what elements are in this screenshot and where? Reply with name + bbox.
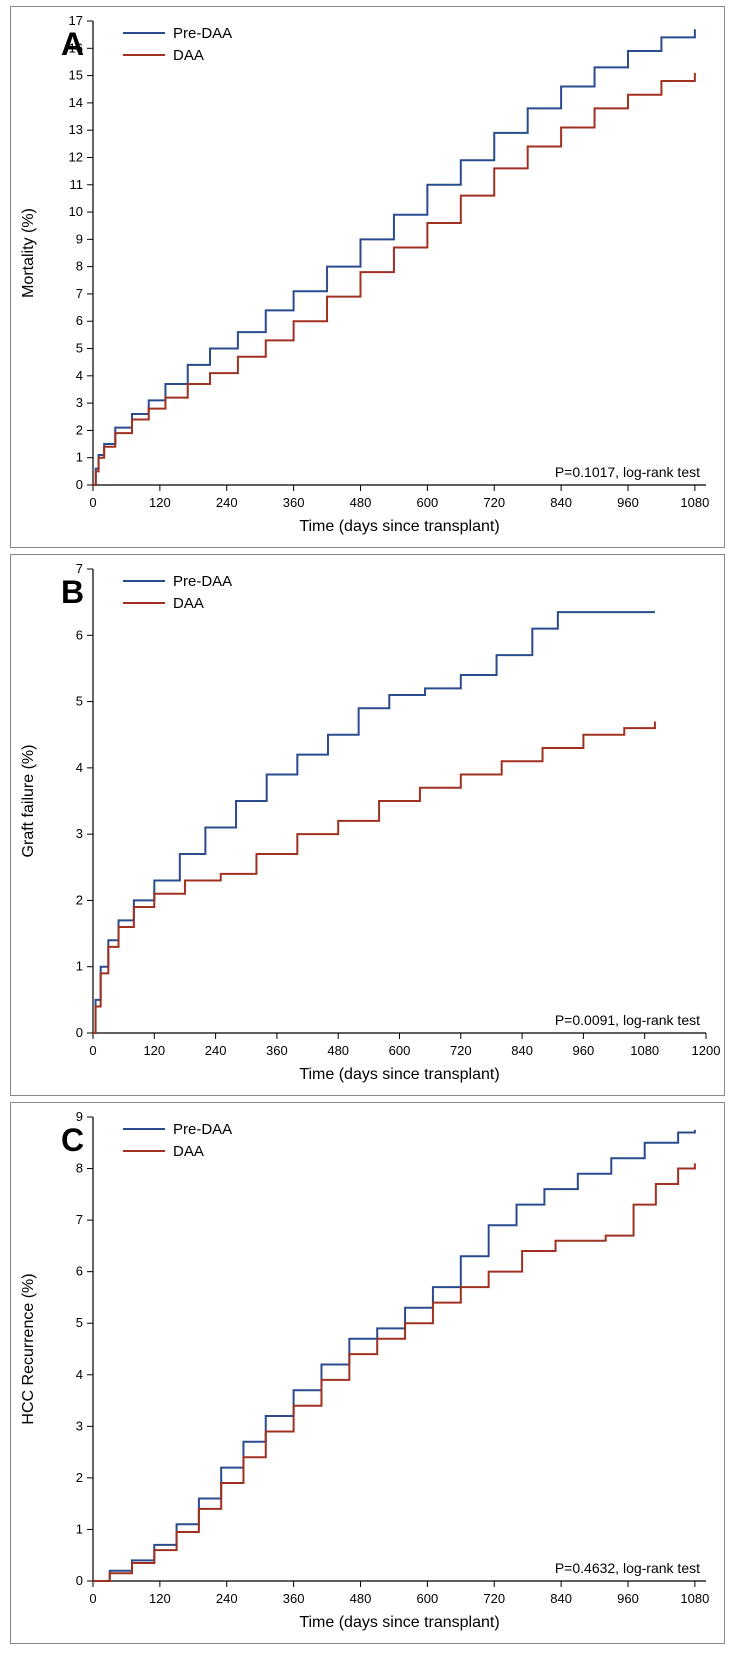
series-line-1 bbox=[93, 73, 695, 485]
x-tick-label: 720 bbox=[483, 495, 505, 510]
axes bbox=[93, 1117, 706, 1581]
y-tick-label: 13 bbox=[69, 122, 83, 137]
x-axis-label: Time (days since transplant) bbox=[299, 518, 499, 535]
x-tick-label: 840 bbox=[550, 1591, 572, 1606]
x-tick-label: 360 bbox=[283, 495, 305, 510]
y-tick-label: 3 bbox=[76, 395, 83, 410]
x-tick-label: 120 bbox=[143, 1043, 165, 1058]
y-tick-label: 11 bbox=[70, 177, 84, 192]
y-tick-label: 3 bbox=[76, 1418, 83, 1433]
x-tick-label: 120 bbox=[149, 495, 171, 510]
y-tick-label: 8 bbox=[76, 1161, 83, 1176]
series-line-1 bbox=[93, 1163, 695, 1581]
y-tick-label: 12 bbox=[69, 149, 83, 164]
x-tick-label: 120 bbox=[149, 1591, 171, 1606]
y-tick-label: 3 bbox=[76, 826, 83, 841]
x-tick-label: 1200 bbox=[692, 1043, 721, 1058]
x-axis-label: Time (days since transplant) bbox=[299, 1614, 499, 1631]
legend-label: DAA bbox=[173, 595, 204, 612]
pvalue-annotation: P=0.0091, log-rank test bbox=[555, 1012, 700, 1028]
y-tick-label: 4 bbox=[76, 1367, 83, 1382]
axes bbox=[93, 21, 706, 485]
x-tick-label: 1080 bbox=[630, 1043, 659, 1058]
y-axis-label: Graft failure (%) bbox=[20, 745, 37, 858]
y-tick-label: 2 bbox=[76, 422, 83, 437]
x-tick-label: 840 bbox=[511, 1043, 533, 1058]
y-tick-label: 1 bbox=[76, 1521, 83, 1536]
y-axis-label: Mortality (%) bbox=[20, 208, 37, 298]
y-tick-label: 2 bbox=[76, 892, 83, 907]
series-line-0 bbox=[93, 1130, 695, 1581]
x-tick-label: 240 bbox=[216, 495, 238, 510]
panel-wrapper-C: 012024036048060072084096010800123456789H… bbox=[10, 1102, 725, 1644]
series-line-0 bbox=[93, 612, 655, 1033]
x-tick-label: 240 bbox=[205, 1043, 227, 1058]
x-tick-label: 480 bbox=[350, 495, 372, 510]
x-tick-label: 960 bbox=[573, 1043, 595, 1058]
panel-wrapper-B: 0 120 240 360 480 600 720 840 960 1080 1200 0 1 2 3 4 5 6… bbox=[10, 554, 725, 1096]
y-tick-label: 6 bbox=[76, 313, 83, 328]
x-tick-label: 1080 bbox=[680, 495, 709, 510]
y-tick-label: 0 bbox=[76, 1573, 83, 1588]
y-tick-label: 10 bbox=[69, 204, 83, 219]
chart-panel-B: 0 120 240 360 480 600 720 840 960 1080 1200 0 1 2 3 4 5 6… bbox=[11, 555, 726, 1095]
y-axis-label: HCC Recurrence (%) bbox=[20, 1273, 37, 1424]
x-tick-label: 360 bbox=[283, 1591, 305, 1606]
x-tick-label: 0 bbox=[89, 1043, 96, 1058]
y-tick-label: 4 bbox=[76, 368, 83, 383]
legend-label: Pre-DAA bbox=[173, 25, 232, 42]
x-tick-label: 240 bbox=[216, 1591, 238, 1606]
x-tick-label: 480 bbox=[350, 1591, 372, 1606]
y-tick-label: 7 bbox=[76, 1212, 83, 1227]
x-tick-label: 600 bbox=[417, 1591, 439, 1606]
y-tick-label: 1 bbox=[76, 450, 83, 465]
y-tick-label: 0 bbox=[76, 1025, 83, 1040]
y-tick-label: 7 bbox=[76, 286, 83, 301]
pvalue-annotation: P=0.1017, log-rank test bbox=[555, 464, 700, 480]
y-tick-label: 0 bbox=[76, 477, 83, 492]
y-tick-label: 15 bbox=[69, 68, 83, 83]
x-tick-label: 960 bbox=[617, 1591, 639, 1606]
y-tick-label: 4 bbox=[76, 760, 83, 775]
y-tick-label: 5 bbox=[76, 694, 83, 709]
x-tick-label: 720 bbox=[450, 1043, 472, 1058]
x-axis-label: Time (days since transplant) bbox=[299, 1066, 499, 1083]
y-tick-label: 5 bbox=[76, 1315, 83, 1330]
y-tick-label: 5 bbox=[76, 341, 83, 356]
y-tick-label: 6 bbox=[76, 627, 83, 642]
chart-panel-C: 012024036048060072084096010800123456789H… bbox=[11, 1103, 726, 1643]
y-tick-label: 2 bbox=[76, 1470, 83, 1485]
x-tick-label: 0 bbox=[89, 1591, 96, 1606]
y-tick-label: 1 bbox=[76, 959, 83, 974]
y-tick-label: 14 bbox=[69, 95, 83, 110]
x-tick-label: 720 bbox=[483, 1591, 505, 1606]
y-tick-label: 6 bbox=[76, 1264, 83, 1279]
x-tick-label: 1080 bbox=[680, 1591, 709, 1606]
legend-label: DAA bbox=[173, 1143, 204, 1160]
panel-letter: B bbox=[61, 574, 84, 610]
figure-container: 0120240360480600720840960108001234567891… bbox=[0, 6, 735, 1644]
legend-label: Pre-DAA bbox=[173, 1121, 232, 1138]
x-tick-label: 480 bbox=[327, 1043, 349, 1058]
x-tick-label: 960 bbox=[617, 495, 639, 510]
panel-wrapper-A: 0120240360480600720840960108001234567891… bbox=[10, 6, 725, 548]
pvalue-annotation: P=0.4632, log-rank test bbox=[555, 1560, 700, 1576]
y-tick-label: 8 bbox=[76, 259, 83, 274]
panel-letter: A bbox=[61, 26, 84, 62]
legend-label: Pre-DAA bbox=[173, 573, 232, 590]
x-tick-label: 360 bbox=[266, 1043, 288, 1058]
x-tick-label: 840 bbox=[550, 495, 572, 510]
chart-panel-A: 0120240360480600720840960108001234567891… bbox=[11, 7, 726, 547]
x-tick-label: 600 bbox=[389, 1043, 411, 1058]
legend-label: DAA bbox=[173, 47, 204, 64]
panel-letter: C bbox=[61, 1122, 84, 1158]
x-tick-label: 600 bbox=[417, 495, 439, 510]
y-tick-label: 9 bbox=[76, 231, 83, 246]
series-line-1 bbox=[93, 721, 655, 1033]
x-tick-label: 0 bbox=[89, 495, 96, 510]
